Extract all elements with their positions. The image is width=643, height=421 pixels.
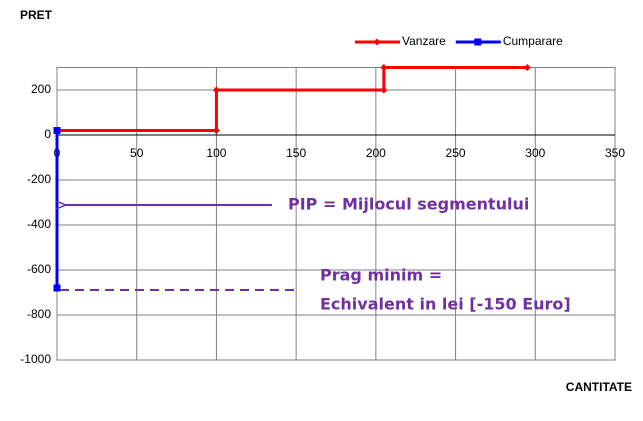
marker [212, 127, 220, 134]
y-tick-label: 200 [31, 82, 51, 96]
legend: Vanzare Cumparare [355, 34, 563, 48]
y-tick-label: -800 [27, 307, 51, 321]
x-axis-label: CANTITATE [566, 380, 632, 394]
marker [53, 284, 61, 292]
x-tick-label: 300 [525, 146, 545, 160]
series-line [57, 66, 528, 132]
annotation: Prag minim = [320, 266, 442, 285]
y-tick-label: -600 [27, 262, 51, 276]
x-tick-label: 350 [605, 146, 625, 160]
marker [380, 86, 388, 94]
legend-marker [474, 38, 482, 46]
y-tick-label: -200 [27, 172, 51, 186]
x-tick-label: 100 [206, 146, 226, 160]
marker [523, 64, 531, 71]
marker [380, 64, 388, 71]
y-tick-label: -400 [27, 217, 51, 231]
y-tick-label: 0 [44, 127, 51, 141]
x-tick-label: 200 [366, 146, 386, 160]
y-tick-label: -1000 [20, 352, 51, 366]
x-tick-label: 50 [130, 146, 144, 160]
annotation: PIP = Mijlocul segmentului [288, 195, 529, 214]
legend-label: Cumparare [503, 34, 563, 48]
legend-label: Vanzare [402, 34, 446, 48]
annotation: Echivalent in lei [-150 Euro] [320, 295, 571, 314]
marker [53, 127, 61, 134]
x-tick-label: 150 [286, 146, 306, 160]
marker [212, 86, 220, 94]
plot-area [56, 67, 616, 361]
x-tick-label: 250 [446, 146, 466, 160]
y-axis-label: PRET [20, 8, 53, 22]
legend-marker [373, 38, 381, 46]
plot [53, 64, 531, 292]
